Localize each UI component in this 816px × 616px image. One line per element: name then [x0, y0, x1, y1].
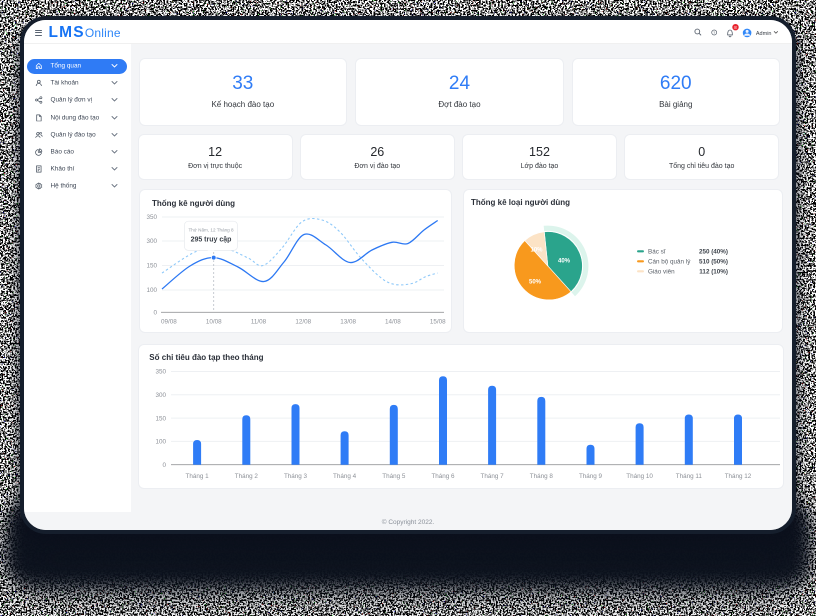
svg-text:50%: 50% — [529, 279, 542, 285]
svg-text:8: 8 — [734, 25, 737, 30]
svg-text:100: 100 — [146, 287, 157, 294]
svg-text:295 truy cập: 295 truy cập — [191, 237, 232, 244]
svg-text:0: 0 — [162, 462, 166, 469]
svg-text:112 (10%): 112 (10%) — [699, 269, 728, 276]
svg-text:13/08: 13/08 — [340, 319, 356, 326]
svg-text:Tháng 3: Tháng 3 — [284, 473, 308, 480]
svg-text:0: 0 — [153, 310, 157, 317]
svg-text:12/08: 12/08 — [295, 319, 311, 326]
svg-text:150: 150 — [155, 415, 166, 422]
svg-text:Tháng 12: Tháng 12 — [725, 473, 752, 480]
svg-text:Thứ Năm, 12 Tháng 8: Thứ Năm, 12 Tháng 8 — [188, 228, 234, 233]
svg-text:300: 300 — [146, 238, 157, 245]
svg-text:10/08: 10/08 — [206, 319, 222, 326]
svg-text:300: 300 — [155, 392, 166, 399]
svg-text:Tháng 10: Tháng 10 — [626, 473, 653, 480]
svg-text:250 (40%): 250 (40%) — [699, 249, 728, 256]
svg-text:Tháng 2: Tháng 2 — [235, 473, 259, 480]
svg-text:Tháng 6: Tháng 6 — [431, 473, 455, 480]
svg-text:Bác sĩ: Bác sĩ — [648, 249, 666, 256]
svg-text:Tháng 7: Tháng 7 — [481, 473, 505, 480]
svg-text:Tháng 11: Tháng 11 — [676, 473, 703, 480]
svg-text:Tháng 8: Tháng 8 — [530, 473, 554, 480]
svg-text:Tháng 1: Tháng 1 — [186, 473, 210, 480]
svg-text:10%: 10% — [530, 247, 543, 253]
svg-text:15/08: 15/08 — [430, 319, 446, 326]
svg-text:?: ? — [713, 31, 715, 35]
svg-text:Tháng 4: Tháng 4 — [333, 473, 357, 480]
svg-text:100: 100 — [155, 439, 166, 446]
svg-text:09/08: 09/08 — [161, 319, 177, 326]
svg-text:Giáo viên: Giáo viên — [648, 269, 675, 276]
svg-text:350: 350 — [146, 214, 157, 221]
svg-text:Tháng 5: Tháng 5 — [382, 473, 406, 480]
svg-text:Cán bộ quản lý: Cán bộ quản lý — [648, 259, 691, 266]
svg-text:510 (50%): 510 (50%) — [699, 259, 728, 266]
svg-text:Admin: Admin — [756, 31, 772, 37]
svg-text:Tháng 9: Tháng 9 — [579, 473, 603, 480]
svg-text:40%: 40% — [558, 258, 571, 264]
svg-text:350: 350 — [155, 369, 166, 376]
svg-text:14/08: 14/08 — [385, 319, 401, 326]
svg-text:150: 150 — [146, 263, 157, 270]
svg-text:11/08: 11/08 — [251, 319, 267, 326]
